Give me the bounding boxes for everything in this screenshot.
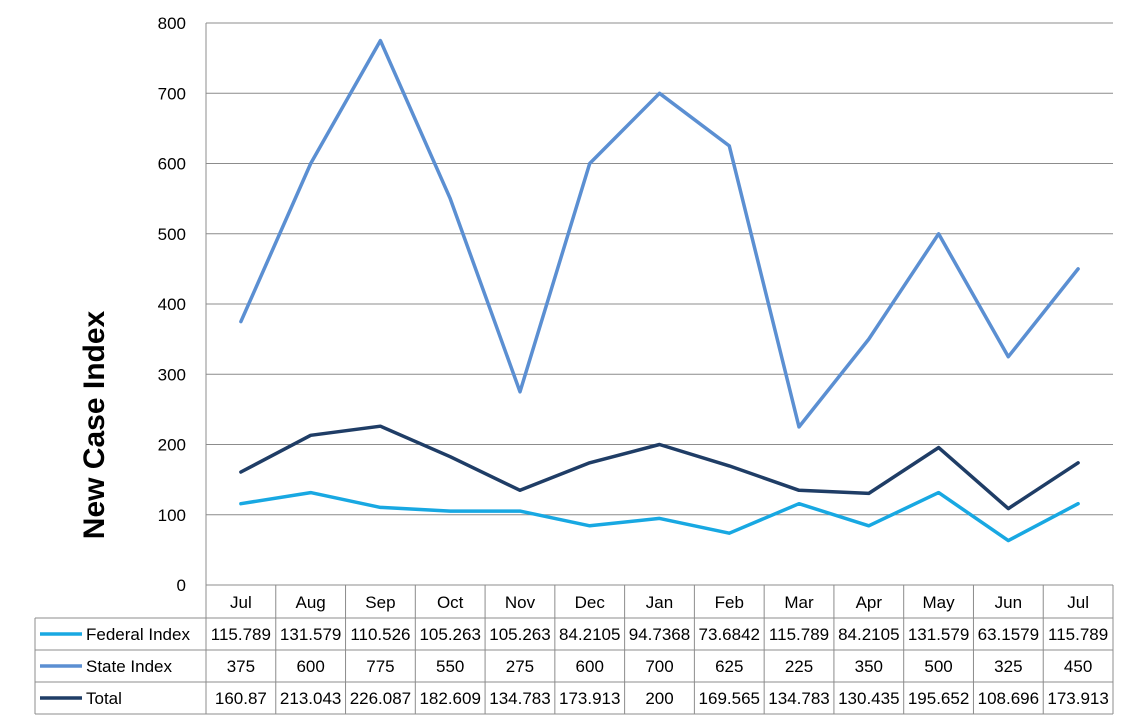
table-cell-value: 173.913 [559,689,620,708]
table-cell-value: 130.435 [838,689,899,708]
table-cell-value: 115.789 [1048,625,1108,644]
gridlines [205,22,1113,585]
y-axis-title: New Case Index [78,310,111,539]
table-cell-value: 115.789 [211,625,271,644]
x-tick-label: Oct [437,593,464,612]
table-cell-value: 200 [645,689,673,708]
x-tick-label: Jun [995,593,1022,612]
series-line-3 [239,424,1080,511]
table-cell-value: 225 [785,657,813,676]
table-cell-value: 160.87 [215,689,267,708]
table-cell-value: 625 [715,657,743,676]
x-tick-label: Feb [715,593,744,612]
x-tick-label: Aug [296,593,326,612]
table-cell-value: 134.783 [768,689,829,708]
table-cell-value: 84.2105 [838,625,899,644]
table-cell-value: 84.2105 [559,625,620,644]
x-tick-label: Jan [646,593,673,612]
x-tick-label: Dec [575,593,606,612]
table-cell-value: 108.696 [978,689,1039,708]
table-cell-value: 173.913 [1047,689,1108,708]
x-tick-label: Nov [505,593,536,612]
y-tick-label: 100 [158,506,186,525]
table-cell-value: 110.526 [350,625,410,644]
table-cell-value: 131.579 [908,625,969,644]
table-cell-value: 105.263 [419,625,480,644]
table-cell-value: 325 [994,657,1022,676]
data-table: Jul Aug Sep Oct Nov Dec Jan Feb Mar Apr May Jun Jul F… [34,584,1114,715]
table-cell-value: 63.1579 [978,625,1039,644]
table-cell-value: 350 [855,657,883,676]
y-tick-label: 0 [177,576,186,595]
table-cell-value: 134.783 [489,689,550,708]
table-cell-value: 73.6842 [699,625,760,644]
y-tick-label: 300 [158,365,186,384]
table-cell-value: 450 [1064,657,1092,676]
table-cell-value: 94.7368 [629,625,690,644]
y-axis-tick-labels: 0 100 200 300 400 500 600 700 800 [158,14,186,595]
table-cell-value: 775 [366,657,394,676]
table-cell-value: 213.043 [280,689,341,708]
legend-label: Federal Index [86,625,190,644]
x-tick-label: Jul [230,593,252,612]
series-line-2 [239,38,1080,429]
table-cell-value: 700 [645,657,673,676]
table-cell-value: 195.652 [908,689,969,708]
series-line-1 [239,490,1080,543]
table-cell-value: 169.565 [699,689,760,708]
y-tick-label: 400 [158,295,186,314]
legend-label: State Index [86,657,173,676]
table-cell-value: 550 [436,657,464,676]
table-cell-value: 182.609 [419,689,480,708]
y-tick-label: 600 [158,155,186,174]
series-lines [239,38,1080,543]
table-cell-value: 375 [227,657,255,676]
table-cell-value: 500 [924,657,952,676]
table-cell-value: 115.789 [769,625,829,644]
x-tick-label: Jul [1067,593,1089,612]
table-cell-value: 105.263 [489,625,550,644]
y-tick-label: 800 [158,14,186,33]
x-tick-label: Apr [856,593,883,612]
y-tick-label: 700 [158,84,186,103]
x-tick-label: Mar [784,593,814,612]
table-cell-value: 600 [296,657,324,676]
table-cell-value: 275 [506,657,534,676]
x-tick-label: May [923,593,956,612]
x-tick-label: Sep [365,593,395,612]
y-tick-label: 500 [158,225,186,244]
table-cell-value: 226.087 [350,689,411,708]
table-cell-value: 600 [576,657,604,676]
y-tick-label: 200 [158,436,186,455]
legend-label: Total [86,689,122,708]
table-cell-value: 131.579 [280,625,341,644]
